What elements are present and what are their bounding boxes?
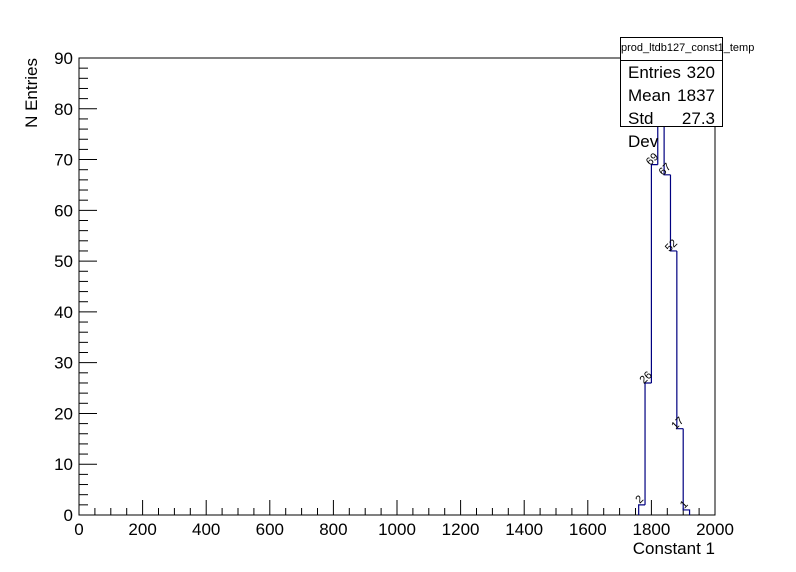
bin-count-label: 2	[633, 493, 646, 506]
x-tick-label: 1000	[378, 520, 416, 539]
stats-box: prod_ltdb127_const1_temp Entries 320 Mea…	[620, 37, 754, 151]
y-tick-label: 40	[54, 303, 73, 322]
stats-value: 27.3	[681, 109, 715, 128]
y-tick-label: 10	[54, 455, 73, 474]
y-tick-label: 60	[54, 201, 73, 220]
stats-row-mean: Mean 1837	[621, 84, 722, 107]
x-tick-label: 800	[319, 520, 347, 539]
x-tick-label: 600	[256, 520, 284, 539]
bin-count-label: 17	[669, 415, 686, 432]
histogram-bin	[638, 504, 646, 515]
histogram-bin	[682, 428, 691, 515]
x-tick-label: 1200	[442, 520, 480, 539]
x-tick-label: 2000	[696, 520, 734, 539]
y-tick-label: 20	[54, 404, 73, 423]
stats-value: 320	[686, 63, 715, 82]
histogram-bin	[669, 174, 677, 252]
x-tick-label: 400	[192, 520, 220, 539]
histogram-bin	[650, 164, 658, 383]
y-tick-label: 90	[54, 49, 73, 68]
stats-label: Std Dev	[628, 109, 659, 151]
y-tick-label: 30	[54, 354, 73, 373]
bin-count-label: 67	[657, 161, 674, 178]
x-tick-label: 0	[74, 520, 83, 539]
y-tick-label: 50	[54, 252, 73, 271]
x-tick-label: 1800	[632, 520, 670, 539]
x-tick-label: 1400	[505, 520, 543, 539]
y-axis-title: N Entries	[22, 58, 41, 128]
stats-title: prod_ltdb127_const1_temp	[621, 38, 754, 61]
y-tick-label: 70	[54, 151, 73, 170]
stats-row-entries: Entries 320	[621, 61, 722, 84]
x-tick-label: 1600	[569, 520, 607, 539]
x-tick-label: 200	[128, 520, 156, 539]
y-tick-label: 0	[64, 506, 73, 525]
stats-label: Mean	[628, 86, 671, 105]
y-tick-label: 80	[54, 100, 73, 119]
bin-count-label: 69	[644, 151, 661, 168]
stats-value: 1837	[677, 86, 715, 105]
stats-row-std-dev: Std Dev 27.3	[621, 107, 722, 151]
x-axis-title: Constant 1	[633, 539, 715, 558]
bin-count-label: 52	[663, 237, 680, 254]
bin-count-label: 26	[638, 369, 655, 386]
bin-count-label: 1	[678, 498, 691, 511]
stats-label: Entries	[628, 63, 681, 82]
histogram-bin	[644, 382, 652, 505]
histogram-bin	[676, 250, 684, 430]
